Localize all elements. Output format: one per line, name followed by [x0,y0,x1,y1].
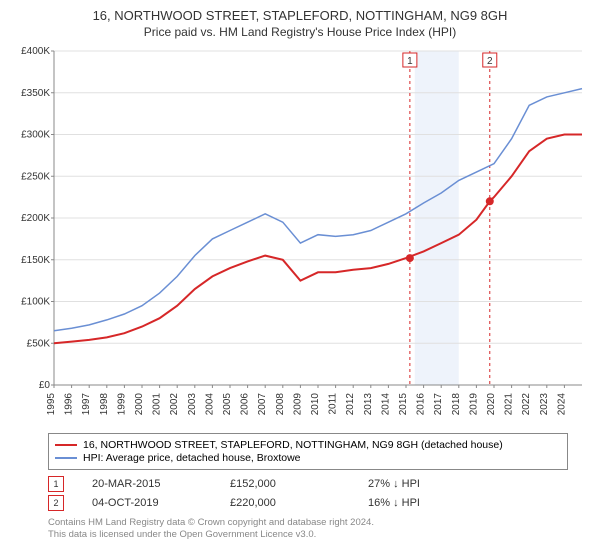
svg-text:2012: 2012 [345,392,356,415]
line-chart-svg: £0 £50K £100K £150K £200K £250K £300K £350K £400… [10,45,590,425]
svg-text:2009: 2009 [292,392,303,415]
sales-table: 1 20-MAR-2015 £152,000 27% ↓ HPI 2 04-OC… [48,476,590,511]
svg-text:2020: 2020 [486,392,497,415]
svg-text:£150K: £150K [21,255,50,266]
svg-text:£250K: £250K [21,171,50,182]
svg-text:2007: 2007 [257,392,268,415]
sale-marker-1: 1 [48,476,64,492]
svg-text:2015: 2015 [398,392,409,415]
legend-swatch-1 [55,444,77,446]
footer-line-2: This data is licensed under the Open Gov… [48,529,590,541]
chart-container: 16, NORTHWOOD STREET, STAPLEFORD, NOTTIN… [0,0,600,560]
sale-row-1: 1 20-MAR-2015 £152,000 27% ↓ HPI [48,476,590,492]
svg-text:2024: 2024 [556,392,567,415]
footer-text: Contains HM Land Registry data © Crown c… [48,517,590,542]
footer-line-1: Contains HM Land Registry data © Crown c… [48,517,590,529]
svg-text:£100K: £100K [21,296,50,307]
sale-marker-2: 2 [48,495,64,511]
svg-text:1998: 1998 [99,392,110,415]
svg-text:2022: 2022 [521,392,532,415]
svg-text:2008: 2008 [275,392,286,415]
legend-box: 16, NORTHWOOD STREET, STAPLEFORD, NOTTIN… [48,433,568,470]
svg-text:2005: 2005 [222,392,233,415]
chart-subtitle: Price paid vs. HM Land Registry's House … [10,25,590,39]
svg-text:£400K: £400K [21,46,50,57]
sale-date-2: 04-OCT-2019 [92,497,202,509]
svg-text:2021: 2021 [504,392,515,415]
sale-row-2: 2 04-OCT-2019 £220,000 16% ↓ HPI [48,495,590,511]
svg-text:£350K: £350K [21,88,50,99]
svg-text:1995: 1995 [46,392,57,415]
legend-row-2: HPI: Average price, detached house, Brox… [55,452,561,464]
svg-text:£50K: £50K [27,338,51,349]
svg-text:1996: 1996 [64,392,75,415]
svg-text:2019: 2019 [468,392,479,415]
sale-delta-2: 16% ↓ HPI [368,497,478,509]
svg-text:2023: 2023 [539,392,550,415]
svg-text:2018: 2018 [451,392,462,415]
sale-price-2: £220,000 [230,497,340,509]
svg-text:2004: 2004 [204,392,215,415]
legend-swatch-2 [55,457,77,459]
svg-text:2014: 2014 [380,392,391,415]
svg-text:£0: £0 [39,380,51,391]
sale-price-1: £152,000 [230,478,340,490]
svg-text:2016: 2016 [416,392,427,415]
svg-text:2010: 2010 [310,392,321,415]
sale-delta-1: 27% ↓ HPI [368,478,478,490]
svg-text:2006: 2006 [240,392,251,415]
chart-area: £0 £50K £100K £150K £200K £250K £300K £350K £400… [10,45,590,425]
svg-text:2002: 2002 [169,392,180,415]
svg-text:2017: 2017 [433,392,444,415]
svg-text:2003: 2003 [187,392,198,415]
svg-text:1997: 1997 [81,392,92,415]
legend-label-1: 16, NORTHWOOD STREET, STAPLEFORD, NOTTIN… [83,439,503,451]
svg-text:2001: 2001 [152,392,163,415]
svg-text:2000: 2000 [134,392,145,415]
svg-text:£300K: £300K [21,129,50,140]
sale-date-1: 20-MAR-2015 [92,478,202,490]
legend-row-1: 16, NORTHWOOD STREET, STAPLEFORD, NOTTIN… [55,439,561,451]
svg-text:2013: 2013 [363,392,374,415]
svg-text:2: 2 [487,56,493,67]
svg-text:£200K: £200K [21,213,50,224]
svg-text:1: 1 [407,56,413,67]
svg-text:2011: 2011 [328,392,339,414]
svg-text:1999: 1999 [116,392,127,415]
chart-title: 16, NORTHWOOD STREET, STAPLEFORD, NOTTIN… [10,8,590,25]
legend-label-2: HPI: Average price, detached house, Brox… [83,452,301,464]
